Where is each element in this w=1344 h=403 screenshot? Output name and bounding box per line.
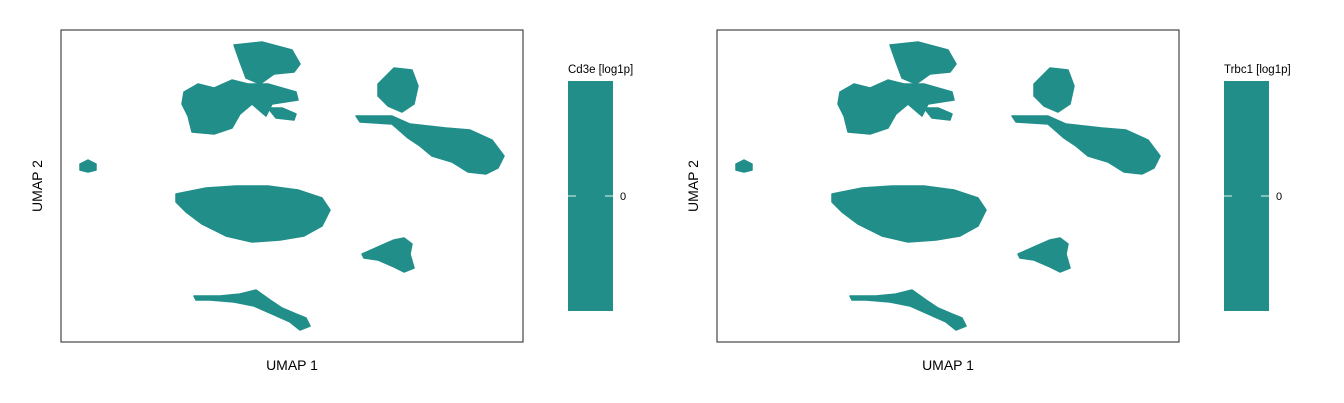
cluster-upper-left-tail (923, 107, 953, 121)
colorbar-title: Cd3e [log1p] (568, 64, 633, 76)
cell-clusters (735, 41, 1161, 331)
cluster-far-left-dot (79, 159, 97, 173)
cluster-right-top (377, 67, 419, 113)
cluster-top-center (233, 41, 301, 85)
x-axis-label: UMAP 1 (922, 357, 974, 373)
umap-panel-left: UMAP 1 UMAP 2 Cd3e [log1p] 0 (29, 29, 633, 373)
x-axis-label: UMAP 1 (266, 357, 318, 373)
cluster-far-left-dot (735, 159, 753, 173)
cluster-right-top (1033, 67, 1075, 113)
cluster-top-center (889, 41, 957, 85)
cluster-upper-left-tail (267, 107, 297, 121)
y-axis-label: UMAP 2 (685, 160, 701, 212)
y-axis-label: UMAP 2 (29, 160, 45, 212)
cluster-center-large (175, 185, 331, 243)
cluster-bottom-tail (193, 289, 311, 331)
plot-frame (60, 29, 524, 343)
cluster-right-large (355, 115, 505, 175)
umap-chart-right: UMAP 1 UMAP 2 Trbc1 [log1p] 0 (685, 29, 1291, 373)
cluster-small-right (361, 237, 415, 273)
plot-frame (716, 29, 1180, 343)
cluster-right-large (1011, 115, 1161, 175)
cluster-small-right (1017, 237, 1071, 273)
colorbar-title: Trbc1 [log1p] (1224, 64, 1291, 76)
cluster-bottom-tail (849, 289, 967, 331)
colorbar-tick-label: 0 (620, 191, 626, 203)
colorbar-tick-label: 0 (1276, 191, 1282, 203)
umap-panel-right: UMAP 1 UMAP 2 Trbc1 [log1p] 0 (656, 0, 1328, 403)
umap-chart-left: UMAP 1 UMAP 2 Cd3e [log1p] 0 (29, 29, 633, 373)
cluster-center-large (831, 185, 987, 243)
cell-clusters (79, 41, 505, 331)
